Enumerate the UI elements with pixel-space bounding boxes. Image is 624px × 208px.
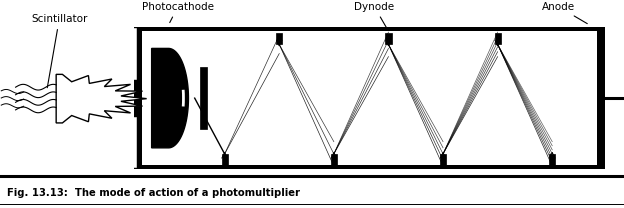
Bar <box>276 33 282 44</box>
Text: Dynode: Dynode <box>354 2 394 29</box>
Bar <box>134 27 605 169</box>
Bar <box>222 154 228 165</box>
Bar <box>494 33 501 44</box>
Text: Scintillator: Scintillator <box>31 14 87 88</box>
Bar <box>142 31 597 165</box>
Polygon shape <box>56 74 147 123</box>
Text: Anode: Anode <box>542 2 587 24</box>
Bar <box>440 154 446 165</box>
Text: Photocathode: Photocathode <box>142 2 214 23</box>
Bar <box>331 154 337 165</box>
Bar <box>200 67 207 129</box>
Polygon shape <box>152 48 188 148</box>
Text: Fig. 13.13:  The mode of action of a photomultiplier: Fig. 13.13: The mode of action of a phot… <box>7 188 301 198</box>
Bar <box>386 33 392 44</box>
Bar <box>549 154 555 165</box>
